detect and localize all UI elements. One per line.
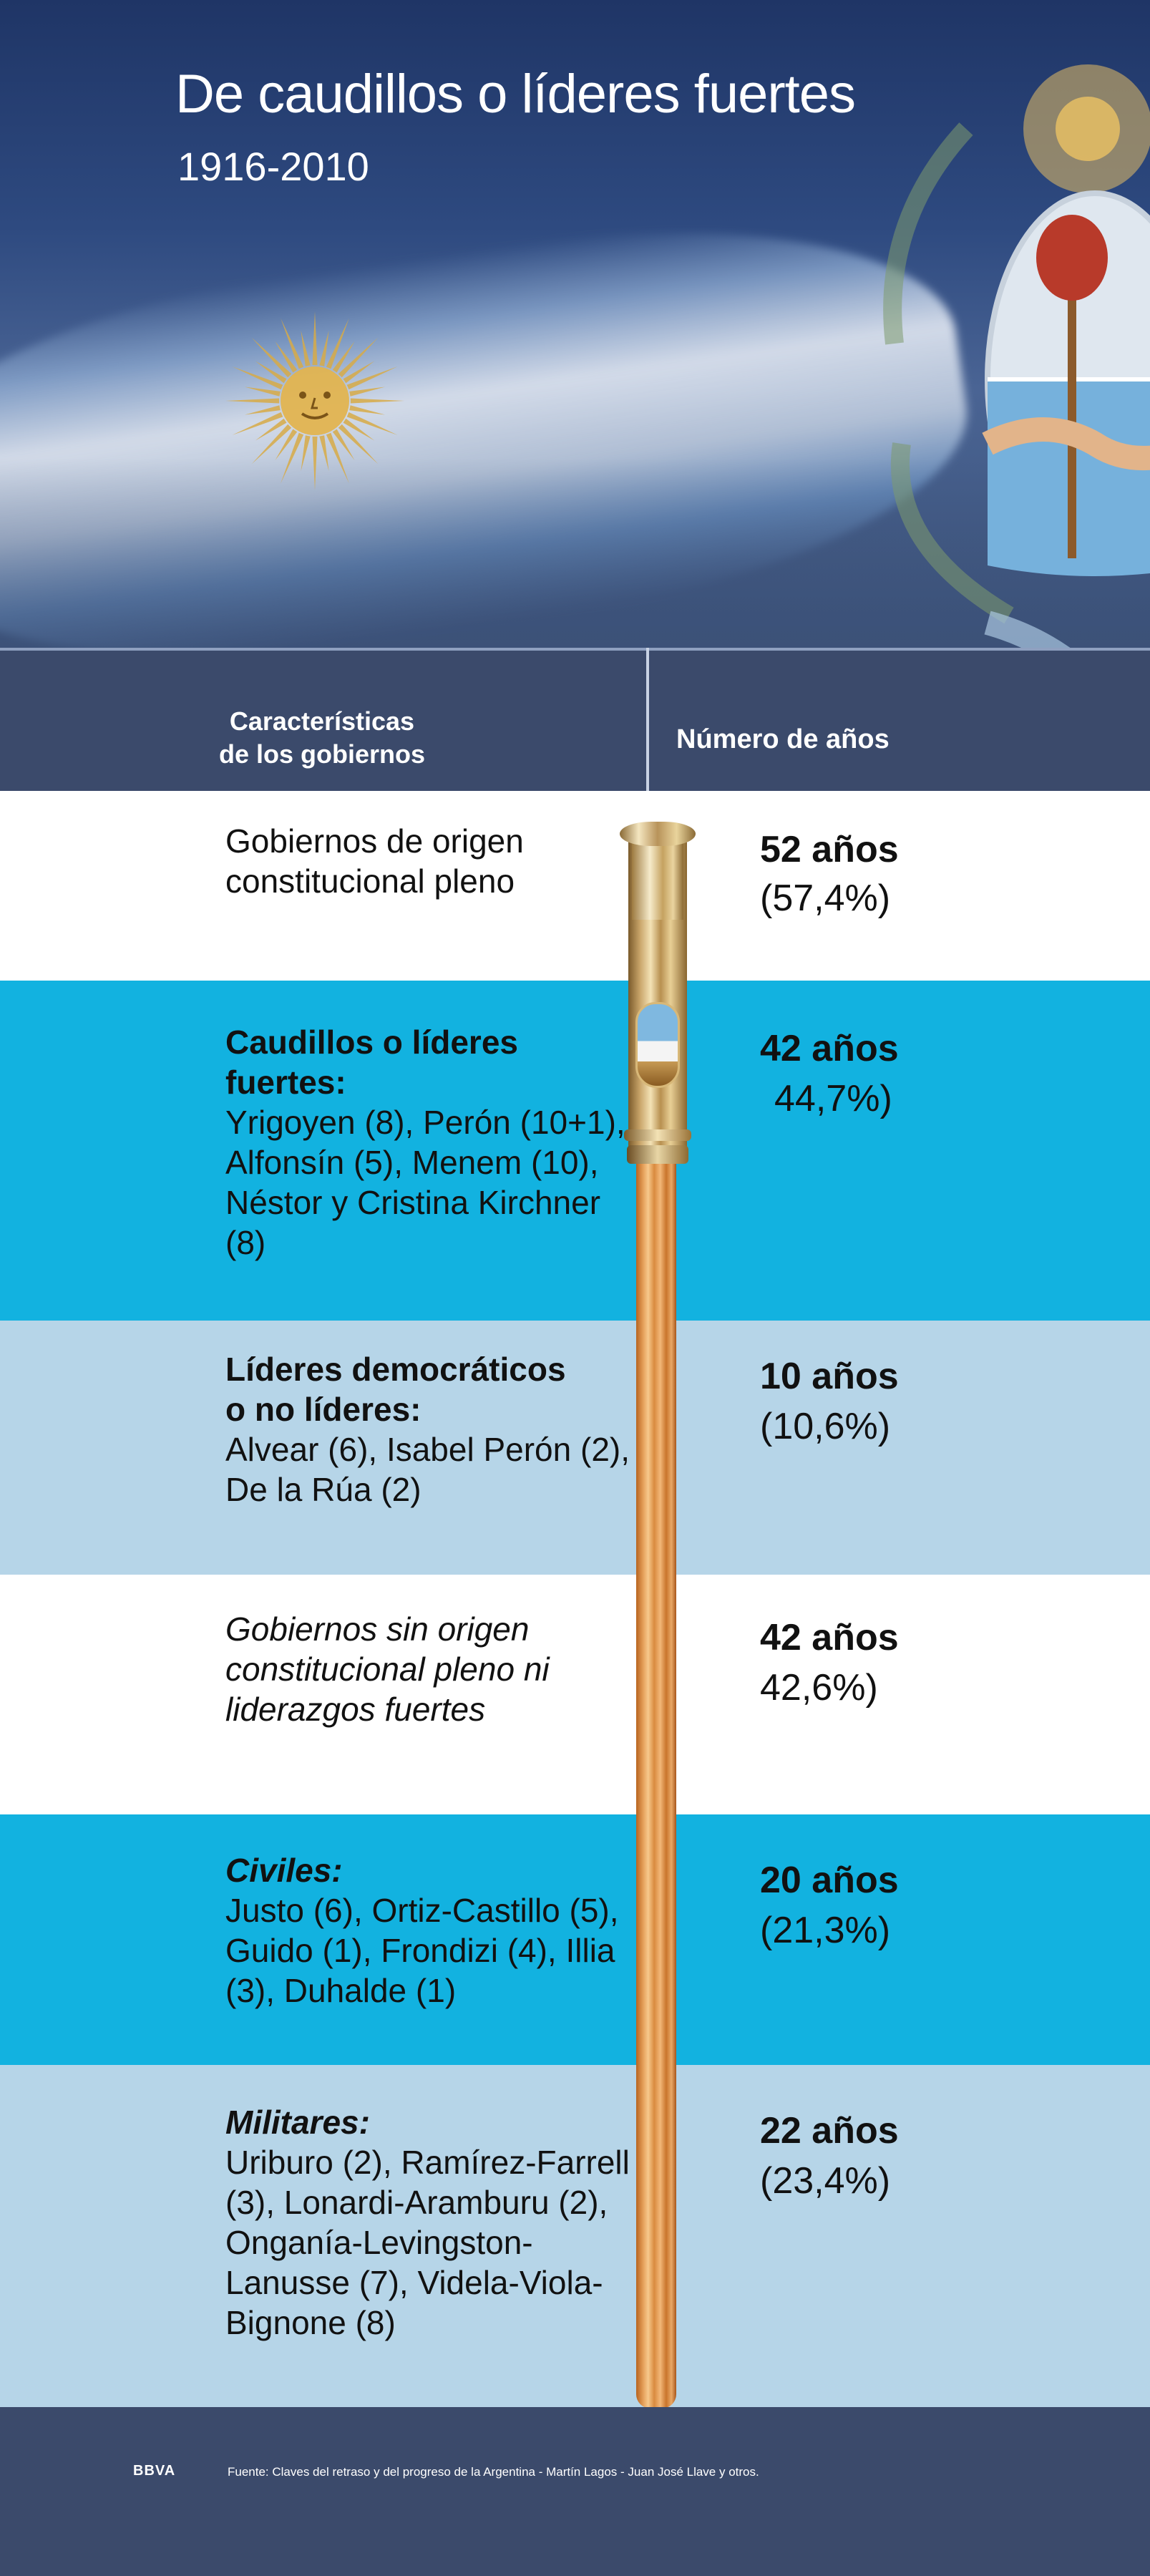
sun-ray <box>251 337 292 378</box>
row-percentage: (21,3%) <box>760 1910 891 1951</box>
row-heading: Líderes democráticos <box>225 1351 566 1388</box>
table-row: Gobiernos sin origen constitucional plen… <box>0 1575 1150 1814</box>
row-years: 22 años <box>760 2110 899 2152</box>
sun-ray <box>232 366 283 390</box>
sun-ray <box>251 424 292 465</box>
row-description: Civiles: Justo (6), Ortiz-Castillo (5), … <box>225 1850 640 2011</box>
sun-ray <box>332 341 355 373</box>
row-description: Militares: Uriburo (2), Ramírez-Farrell … <box>225 2102 640 2343</box>
sun-ray <box>301 435 311 472</box>
sun-ray <box>301 330 311 366</box>
row-percentage: (23,4%) <box>760 2160 891 2202</box>
banner-shade <box>0 458 1150 648</box>
cane-shaft <box>636 1152 676 2409</box>
sun-ray <box>346 366 398 390</box>
row-description: Líderes democráticos o no líderes: Alvea… <box>225 1349 640 1510</box>
sun-ray <box>349 387 386 397</box>
table-row: Militares: Uriburo (2), Ramírez-Farrell … <box>0 2065 1150 2407</box>
bbva-logo: BBVA <box>133 2463 176 2479</box>
row-description-line: Gobiernos de origen <box>225 822 524 860</box>
column-header-characteristics: Características de los gobiernos <box>186 705 458 771</box>
row-heading: o no líderes: <box>225 1391 421 1428</box>
sun-ray <box>349 405 386 415</box>
sun-ray <box>312 436 318 490</box>
column-header-years: Número de años <box>676 724 890 754</box>
sun-ray <box>346 412 398 435</box>
row-years: 20 años <box>760 1860 899 1901</box>
sun-ray <box>350 398 404 404</box>
sun-ray <box>232 412 283 435</box>
cane-shield-icon <box>635 1002 680 1088</box>
cane-neck <box>632 841 683 920</box>
sun-ray <box>319 435 329 472</box>
coat-of-arms-icon <box>883 64 1150 648</box>
row-percentage: 42,6%) <box>760 1667 878 1709</box>
sun-ray <box>225 398 280 404</box>
page-subtitle: 1916-2010 <box>177 144 369 189</box>
row-years: 42 años <box>760 1617 899 1658</box>
table-row: Líderes democráticos o no líderes: Alvea… <box>0 1321 1150 1575</box>
column-header-line: Características <box>229 706 415 736</box>
row-years: 42 años <box>760 1028 899 1069</box>
sun-ray <box>338 337 379 378</box>
table-row: Civiles: Justo (6), Ortiz-Castillo (5), … <box>0 1814 1150 2065</box>
sun-ray <box>326 432 349 484</box>
cane-cap <box>620 822 696 846</box>
row-heading: Civiles: <box>225 1852 343 1889</box>
row-description-line: constitucional pleno <box>225 862 515 900</box>
sun-ray <box>319 330 329 366</box>
page-title: De caudillos o líderes fuertes <box>175 64 856 125</box>
row-percentage: (57,4%) <box>760 878 891 919</box>
sun-ray <box>255 418 287 441</box>
row-names: Yrigoyen (8), Perón (10+1), Alfonsín (5)… <box>225 1104 625 1261</box>
row-names: Uriburo (2), Ramírez-Farrell (3), Lonard… <box>225 2144 630 2341</box>
table-row: Gobiernos de origen constitucional pleno… <box>0 791 1150 981</box>
sun-ray <box>244 387 281 397</box>
table-row: Caudillos o líderes fuertes: Yrigoyen (8… <box>0 981 1150 1321</box>
sun-ray <box>244 405 281 415</box>
footer <box>0 2407 1150 2576</box>
row-years: 10 años <box>760 1356 899 1397</box>
sun-ray <box>275 341 298 373</box>
sun-ray <box>281 432 304 484</box>
row-heading: Caudillos o líderes <box>225 1024 518 1061</box>
sun-ray <box>326 318 349 369</box>
sun-ray <box>255 361 287 384</box>
table-header <box>0 648 1150 791</box>
row-heading: Militares: <box>225 2104 370 2141</box>
column-divider <box>646 648 649 791</box>
row-names: Justo (6), Ortiz-Castillo (5), Guido (1)… <box>225 1892 619 2009</box>
row-description: Caudillos o líderes fuertes: Yrigoyen (8… <box>225 1022 640 1263</box>
cane-ring <box>624 1129 691 1141</box>
sun-ray <box>281 318 304 369</box>
sun-ray <box>332 429 355 461</box>
row-description: Gobiernos sin origen constitucional plen… <box>225 1610 550 1728</box>
sun-ray <box>312 311 318 366</box>
sun-ray <box>338 424 379 465</box>
row-names: Alvear (6), Isabel Perón (2), De la Rúa … <box>225 1431 630 1508</box>
row-description: Gobiernos de origen constitucional pleno <box>225 821 640 901</box>
sun-ray <box>343 418 375 441</box>
row-percentage: 44,7%) <box>774 1078 892 1119</box>
row-percentage: (10,6%) <box>760 1406 891 1447</box>
sun-ray <box>275 429 298 461</box>
row-heading: fuertes: <box>225 1064 346 1101</box>
column-header-line: de los gobiernos <box>218 739 426 769</box>
source-note: Fuente: Claves del retraso y del progres… <box>228 2465 759 2479</box>
cane-ring <box>627 1145 688 1164</box>
sun-ray <box>343 361 375 384</box>
header-banner: De caudillos o líderes fuertes 1916-2010 <box>0 0 1150 648</box>
row-years: 52 años <box>760 829 899 870</box>
argentina-sun-icon <box>225 311 404 490</box>
